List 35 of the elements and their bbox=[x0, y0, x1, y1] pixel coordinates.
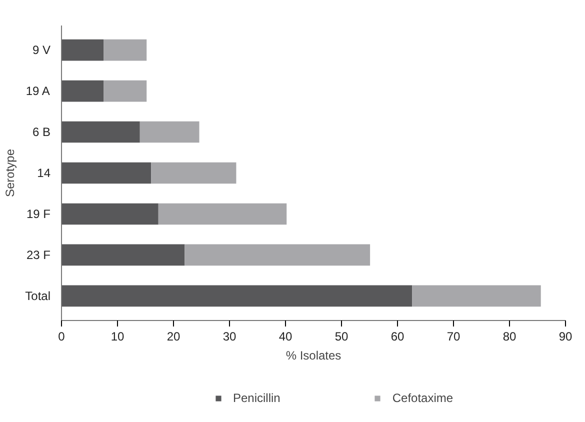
y-tick-label: Total bbox=[25, 288, 51, 303]
bar bbox=[62, 80, 104, 102]
x-axis-title: % Isolates bbox=[286, 348, 342, 362]
bar bbox=[62, 121, 140, 143]
y-tick-label: 19 A bbox=[26, 84, 50, 98]
bar bbox=[158, 203, 287, 225]
y-axis-title: Serotype bbox=[3, 148, 18, 198]
x-tick-label: 20 bbox=[166, 330, 180, 344]
x-tick-label: 90 bbox=[558, 330, 572, 344]
x-tick-label: 0 bbox=[58, 330, 66, 344]
bar bbox=[62, 203, 158, 225]
bar bbox=[62, 285, 412, 307]
x-tick-label: 80 bbox=[502, 330, 516, 344]
x-tick-label: 70 bbox=[446, 330, 460, 344]
bar bbox=[151, 162, 236, 184]
bar bbox=[140, 121, 200, 143]
legend-label: Cefotaxime bbox=[392, 391, 454, 405]
bar bbox=[184, 244, 370, 266]
y-tick-label: 14 bbox=[37, 166, 51, 180]
y-tick-label: 6 B bbox=[32, 125, 51, 140]
y-tick-label: 9 V bbox=[32, 43, 51, 58]
x-tick-label: 30 bbox=[222, 330, 236, 344]
legend-label: Penicillin bbox=[233, 391, 280, 405]
bar bbox=[412, 285, 541, 307]
x-tick-label: 10 bbox=[110, 330, 124, 344]
x-tick-label: 50 bbox=[334, 330, 348, 344]
x-tick-label: 60 bbox=[390, 330, 404, 344]
x-tick-label: 40 bbox=[278, 330, 292, 344]
bar bbox=[104, 39, 147, 61]
y-tick-label: 23 F bbox=[26, 248, 51, 262]
y-tick-label: 19 F bbox=[26, 206, 51, 221]
bar bbox=[62, 162, 152, 184]
bar bbox=[62, 39, 104, 61]
bar bbox=[62, 244, 185, 266]
bar bbox=[104, 80, 147, 102]
